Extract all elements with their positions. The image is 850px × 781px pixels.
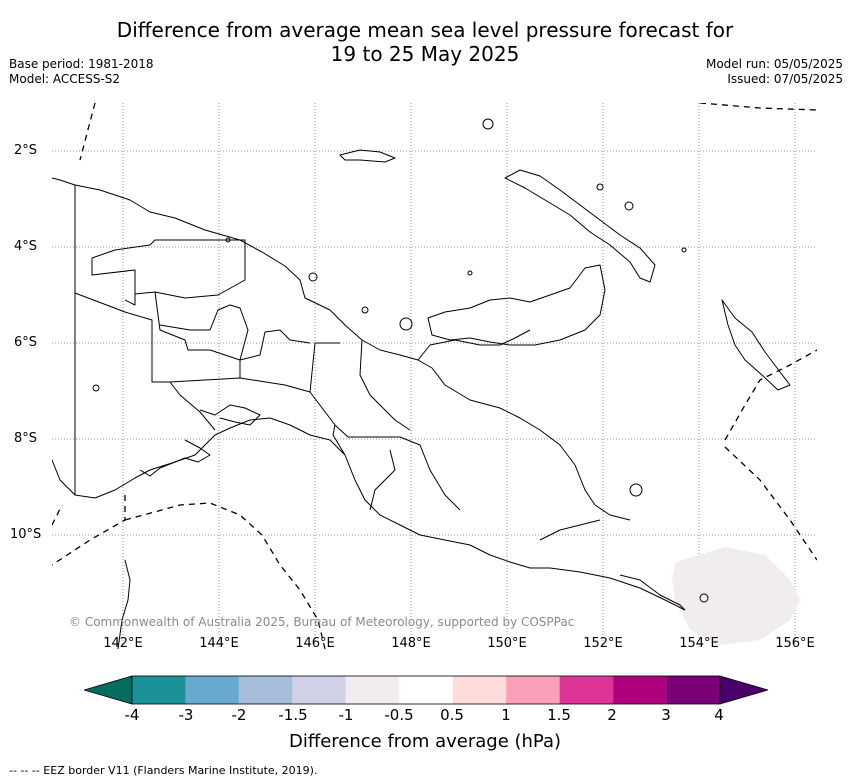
lat-label-8s: 8°S (14, 431, 38, 446)
colorbar-tick: 4 (714, 706, 724, 724)
lat-label-4s: 4°S (14, 239, 38, 254)
base-period: Base period: 1981-2018 (9, 57, 154, 71)
colorbar-swatch (613, 676, 667, 704)
colorbar-swatch (238, 676, 293, 704)
colorbar-tick: -1 (338, 706, 354, 724)
colorbar-swatch (292, 676, 346, 704)
title-line-2: 19 to 25 May 2025 (330, 42, 520, 66)
lon-label-150e: 150°E (487, 636, 527, 651)
map-panel (52, 103, 817, 649)
colorbar-swatch (132, 676, 186, 704)
colorbar-tick: -1.5 (278, 706, 308, 724)
eez-border-note: -- -- -- EEZ border V11 (Flanders Marine… (9, 764, 318, 777)
colorbar-tick: 2 (607, 706, 617, 724)
colorbar-label: Difference from average (hPa) (288, 731, 562, 752)
colorbar-tick: 0.5 (440, 706, 464, 724)
colorbar-extend-low (84, 675, 133, 705)
lon-label-148e: 148°E (391, 636, 431, 651)
colorbar-tick: -2 (231, 706, 247, 724)
colorbar-swatch (345, 676, 400, 704)
colorbar-tick: 3 (661, 706, 671, 724)
lon-label-156e: 156°E (775, 636, 815, 651)
meta-left: Base period: 1981-2018 Model: ACCESS-S2 (9, 57, 154, 87)
colorbar-swatch (399, 676, 453, 704)
lon-label-152e: 152°E (583, 636, 623, 651)
colorbar (84, 675, 768, 705)
colorbar-tick: -3 (178, 706, 194, 724)
lon-label-142e: 142°E (103, 636, 143, 651)
model-name: Model: ACCESS-S2 (9, 72, 121, 86)
colorbar-tick: 1 (501, 706, 511, 724)
colorbar-tick: 1.5 (547, 706, 571, 724)
colorbar-tick: -4 (124, 706, 140, 724)
title-line-1: Difference from average mean sea level p… (116, 18, 734, 42)
issued-date: Issued: 07/05/2025 (727, 72, 843, 86)
anomaly-patch (672, 547, 800, 645)
colorbar-extend-high (719, 675, 768, 705)
lat-label-2s: 2°S (14, 143, 38, 158)
lon-label-144e: 144°E (199, 636, 239, 651)
meta-right: Model run: 05/05/2025 Issued: 07/05/2025 (706, 57, 843, 87)
colorbar-swatch (185, 676, 239, 704)
colorbar-swatch (452, 676, 507, 704)
colorbar-tick: -0.5 (384, 706, 414, 724)
coastlines (52, 118, 791, 649)
gridlines (52, 103, 817, 649)
colorbar-swatch (666, 676, 720, 704)
colorbar-swatch (559, 676, 614, 704)
lat-label-6s: 6°S (14, 335, 38, 350)
model-run: Model run: 05/05/2025 (705, 57, 843, 71)
eez-borders (52, 103, 817, 649)
colorbar-swatch (506, 676, 560, 704)
lat-label-10s: 10°S (10, 527, 42, 542)
copyright-notice: © Commonwealth of Australia 2025, Bureau… (69, 615, 575, 629)
map-title: Difference from average mean sea level p… (0, 18, 850, 66)
lon-label-154e: 154°E (679, 636, 719, 651)
lon-label-146e: 146°E (295, 636, 335, 651)
